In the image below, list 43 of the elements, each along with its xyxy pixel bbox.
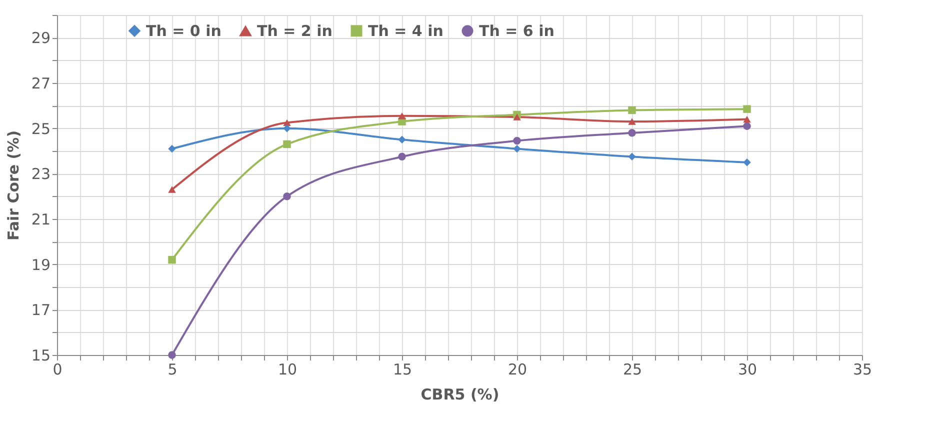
x-tick-label: 35	[852, 360, 872, 378]
point	[628, 118, 636, 125]
legend-label: Th = 4 in	[368, 22, 444, 40]
point	[628, 106, 636, 114]
point	[168, 351, 176, 359]
point	[743, 116, 751, 123]
point	[743, 122, 751, 130]
x-axis-title: CBR5 (%)	[420, 386, 500, 404]
y-tick-label: 27	[31, 74, 50, 92]
point	[513, 136, 521, 145]
x-tick-label: 20	[508, 360, 528, 378]
point	[628, 152, 636, 161]
point	[398, 112, 406, 120]
point	[513, 144, 521, 153]
point	[628, 129, 636, 137]
x-tick-label: 25	[622, 360, 642, 378]
point	[168, 256, 176, 264]
point	[283, 140, 291, 148]
x-tick-label: 10	[278, 360, 298, 378]
x-tick-label: 5	[168, 360, 178, 378]
y-tick-label: 23	[31, 165, 50, 184]
y-tick-label: 29	[31, 29, 50, 48]
y-tick-label: 19	[31, 256, 50, 274]
legend-label: Th = 0 in	[146, 22, 222, 40]
point	[398, 152, 406, 161]
x-tick-label: 0	[52, 360, 62, 378]
x-tick-label: 30	[738, 360, 758, 378]
y-tick-label: 17	[31, 301, 50, 320]
point	[513, 114, 521, 120]
point	[283, 192, 291, 200]
y-tick-label: 25	[31, 120, 50, 138]
point	[168, 144, 176, 153]
point	[283, 124, 291, 132]
y-tick-label: 15	[31, 346, 50, 364]
x-tick-label: 15	[392, 360, 412, 378]
point	[398, 136, 406, 144]
legend-label: Th = 2 in	[257, 22, 332, 40]
y-axis-title: Fair Core (%)	[4, 130, 22, 241]
legend-label: Th = 6 in	[479, 22, 554, 40]
y-tick-label: 21	[31, 210, 50, 228]
point	[743, 105, 751, 113]
point	[168, 186, 176, 193]
point	[743, 158, 751, 166]
